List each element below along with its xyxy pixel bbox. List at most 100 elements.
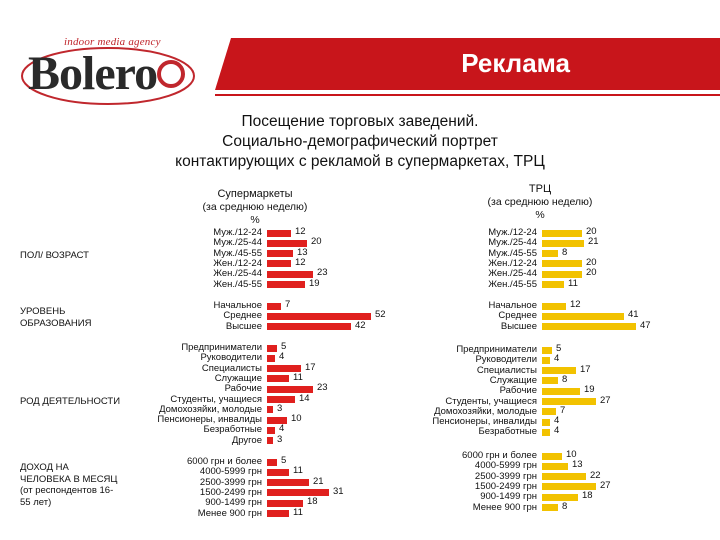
- occupation-category-label: Студенты, учащиеся: [445, 395, 537, 407]
- occupation-category-label: Руководители: [475, 354, 537, 366]
- income-bar: [267, 510, 289, 517]
- gender-age-category-label: Жен./45-55: [488, 278, 537, 290]
- occupation-value-label: 7: [560, 404, 566, 416]
- occupation-category-label: Безработные: [478, 426, 537, 438]
- occupation-category-label: Пенсионеры, инвалиды: [157, 414, 262, 426]
- occupation-category-label: Служащие: [489, 374, 537, 386]
- ribbon-underline: [215, 94, 720, 96]
- occupation-value-label: 4: [554, 353, 560, 365]
- income-category-label: Менее 900 грн: [197, 507, 262, 519]
- gender-age-value-label: 20: [586, 226, 597, 237]
- title-line-3: контактирующих с рекламой в супермаркета…: [175, 153, 545, 170]
- occupation-category-label: Безработные: [203, 424, 262, 436]
- income-category-label: 900-1499 грн: [205, 497, 262, 509]
- income-bar: [542, 504, 558, 511]
- gender-age-bar: [267, 229, 291, 237]
- gender-age-value-label: 21: [588, 236, 599, 248]
- logo-swoosh-icon: [21, 47, 195, 105]
- gender-age-category-label: Жен./25-44: [488, 268, 537, 280]
- income-bar: [267, 499, 303, 507]
- gender-age-category-label: Муж./45-55: [488, 247, 537, 259]
- income-category-label: 4000-5999 грн: [199, 466, 262, 478]
- gender-age-bar: [267, 281, 305, 288]
- education-category-label: Начальное: [488, 300, 537, 311]
- occupation-bar: [542, 346, 552, 354]
- logo-subtitle: indoor media agency: [64, 36, 161, 48]
- income-bar: [542, 462, 568, 470]
- income-category-label: 6000 грн и более: [187, 456, 262, 467]
- gender-age-category-label: Муж./25-44: [488, 237, 537, 249]
- occupation-value-label: 5: [281, 341, 287, 352]
- income-value-label: 5: [281, 455, 287, 466]
- gender-age-value-label: 12: [295, 226, 306, 237]
- section-label-education: УРОВЕНЬ ОБРАЗОВАНИЯ: [20, 306, 92, 329]
- occupation-value-label: 27: [600, 394, 611, 406]
- title-line-1: Посещение торговых заведений.: [241, 113, 479, 130]
- section-label-gender-age: ПОЛ/ ВОЗРАСТ: [20, 250, 89, 261]
- education-value-label: 47: [640, 319, 651, 331]
- occupation-category-label: Предприниматели: [456, 344, 537, 355]
- occupation-value-label: 5: [556, 343, 562, 354]
- occupation-bar: [267, 437, 273, 445]
- income-bar: [542, 483, 596, 491]
- occupation-bar: [542, 398, 596, 405]
- section-ribbon: Реклама: [215, 38, 720, 90]
- occupation-category-label: Руководители: [200, 352, 262, 364]
- occupation-bar: [267, 354, 275, 362]
- occupation-bar: [267, 344, 277, 352]
- gender-age-category-label: Жен./12-24: [213, 257, 262, 269]
- gender-age-value-label: 20: [586, 256, 597, 268]
- gender-age-category-label: Муж./12-24: [488, 227, 537, 238]
- income-value-label: 31: [333, 485, 344, 497]
- gender-age-category-label: Жен./25-44: [213, 268, 262, 280]
- gender-age-value-label: 13: [297, 246, 308, 258]
- occupation-bar: [267, 365, 301, 373]
- education-bar: [542, 312, 624, 320]
- occupation-value-label: 17: [305, 361, 316, 373]
- income-bar: [267, 468, 289, 476]
- occupation-category-label: Домохозяйки, молодые: [159, 403, 262, 415]
- occupation-value-label: 8: [562, 373, 568, 385]
- education-category-label: Среднее: [498, 310, 537, 322]
- trc-column-subtitle: (за среднюю неделю): [487, 196, 593, 208]
- trc-column-unit: %: [535, 209, 545, 221]
- occupation-category-label: Студенты, учащиеся: [170, 393, 262, 405]
- occupation-category-label: Другое: [231, 434, 262, 446]
- income-bar: [542, 493, 578, 501]
- occupation-value-label: 4: [279, 423, 285, 435]
- education-value-label: 41: [628, 309, 639, 321]
- bolero-logo: indoor media agency Bolero: [18, 36, 198, 106]
- occupation-bar: [542, 428, 550, 436]
- income-value-label: 10: [566, 449, 577, 460]
- education-bar: [267, 323, 351, 331]
- gender-age-bar: [542, 239, 584, 247]
- gender-age-bar: [267, 270, 313, 278]
- gender-age-bar: [542, 229, 582, 237]
- occupation-category-label: Пенсионеры, инвалиды: [432, 416, 537, 428]
- income-bar: [267, 458, 277, 466]
- gender-age-category-label: Муж./45-55: [213, 247, 262, 259]
- title-line-2: Социально-демографический портрет: [222, 133, 498, 150]
- occupation-bar: [267, 396, 295, 403]
- supermarket-column-unit: %: [250, 214, 260, 226]
- supermarket-column-header: Супермаркеты (за среднюю неделю) %: [170, 188, 340, 227]
- occupation-value-label: 3: [277, 433, 283, 445]
- occupation-bar: [267, 406, 273, 414]
- occupation-value-label: 19: [584, 384, 595, 396]
- occupation-value-label: 10: [291, 413, 302, 425]
- occupation-bar: [542, 377, 558, 385]
- supermarket-column-subtitle: (за среднюю неделю): [202, 201, 308, 213]
- gender-age-bar: [267, 250, 293, 258]
- gender-age-bar: [267, 260, 291, 268]
- gender-age-value-label: 12: [295, 256, 306, 268]
- occupation-value-label: 4: [554, 425, 560, 437]
- income-value-label: 18: [307, 496, 318, 508]
- occupation-category-label: Предприниматели: [181, 342, 262, 353]
- income-value-label: 22: [590, 469, 601, 481]
- gender-age-bar: [267, 239, 307, 247]
- section-title: Реклама: [461, 48, 570, 78]
- income-category-label: 6000 грн и более: [462, 450, 537, 461]
- income-category-label: 4000-5999 грн: [474, 460, 537, 472]
- occupation-category-label: Специалисты: [476, 364, 537, 376]
- gender-age-category-label: Жен./45-55: [213, 278, 262, 290]
